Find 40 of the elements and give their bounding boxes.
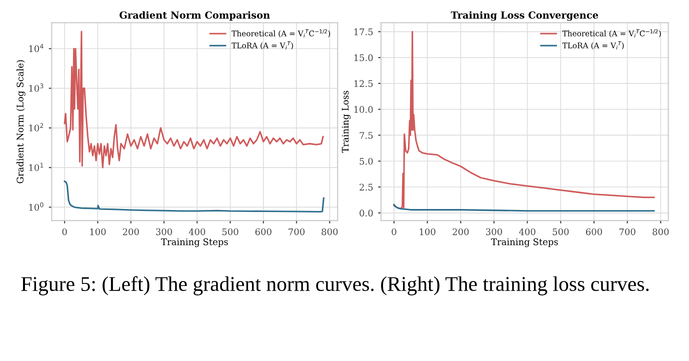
line-series bbox=[393, 204, 655, 212]
x-tick-label: 0 bbox=[62, 228, 67, 236]
y-tick-label: 17.5 bbox=[354, 28, 373, 36]
y-tick-label: 15.0 bbox=[354, 54, 373, 62]
x-tick-label: 200 bbox=[122, 228, 139, 236]
x-tick-label: 800 bbox=[652, 228, 669, 236]
x-tick-label: 400 bbox=[188, 228, 206, 236]
x-axis-title: Training Steps bbox=[161, 238, 228, 248]
x-tick-label: 300 bbox=[156, 228, 172, 236]
x-tick-label: 300 bbox=[486, 228, 502, 236]
y-tick-label: 10$^{1}$ bbox=[29, 162, 44, 172]
x-tick-label: 500 bbox=[552, 228, 569, 236]
x-tick-label: 600 bbox=[255, 228, 272, 236]
x-tick-label: 500 bbox=[222, 228, 238, 236]
chart-title: Training Loss Convergence bbox=[450, 11, 598, 21]
y-tick-label: 10$^{0}$ bbox=[29, 202, 44, 211]
x-tick-label: 0 bbox=[392, 228, 396, 236]
x-tick-label: 700 bbox=[288, 228, 305, 236]
x-tick-label: 200 bbox=[452, 228, 469, 236]
y-tick-label: 0.0 bbox=[360, 210, 373, 216]
y-tick-label: 10$^{4}$ bbox=[29, 44, 44, 52]
y-axis-title: Gradient Norm (Log Scale) bbox=[16, 60, 26, 184]
y-tick-label: 10$^{3}$ bbox=[29, 83, 44, 92]
y-tick-label: 10.0 bbox=[354, 106, 373, 113]
y-axis-title: Training Loss bbox=[342, 90, 350, 153]
x-tick-label: 600 bbox=[586, 228, 602, 236]
x-tick-label: 100 bbox=[420, 228, 436, 236]
x-tick-label: 800 bbox=[322, 228, 338, 236]
x-tick-label: 100 bbox=[90, 228, 106, 236]
y-tick-label: 7.5 bbox=[360, 132, 373, 139]
y-tick-label: 5.0 bbox=[360, 158, 373, 165]
y-tick-label: 2.5 bbox=[360, 184, 373, 191]
line-series bbox=[64, 180, 324, 212]
y-tick-label: 12.5 bbox=[354, 80, 373, 87]
x-tick-label: 400 bbox=[519, 228, 536, 236]
x-axis-title: Training Steps bbox=[491, 238, 558, 248]
y-tick-label: 10$^{2}$ bbox=[29, 123, 44, 132]
x-tick-label: 700 bbox=[619, 228, 636, 236]
chart-title: Gradient Norm Comparison bbox=[120, 11, 270, 21]
caption: Figure 5: (Left) The gradient norm curves. (Right) The training loss curves. bbox=[21, 276, 649, 296]
